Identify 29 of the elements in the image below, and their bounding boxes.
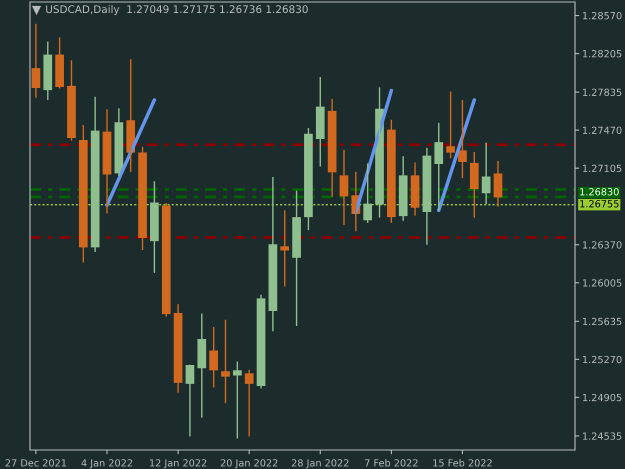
y-tick-label: 1.25270 xyxy=(583,356,622,364)
x-tick-label: 15 Feb 2022 xyxy=(433,459,492,467)
y-tick-label: 1.24905 xyxy=(583,394,622,402)
chart-title: USDCAD,Daily 1.27049 1.27175 1.26736 1.26830 xyxy=(46,5,308,16)
ref-line-label: 1.26830 xyxy=(580,188,619,196)
candlestick xyxy=(494,160,502,208)
y-tick-label: 1.26370 xyxy=(583,241,622,249)
y-tick-label: 1.24535 xyxy=(583,432,622,440)
x-tick-label: 28 Jan 2022 xyxy=(292,459,348,468)
candlestick xyxy=(138,146,147,251)
candlestick xyxy=(410,162,420,216)
candlestick xyxy=(102,108,112,214)
x-tick-label: 7 Feb 2022 xyxy=(364,459,418,467)
y-tick-label: 1.28205 xyxy=(583,50,622,58)
y-tick-label: 1.28570 xyxy=(583,12,622,20)
x-tick-label: 12 Jan 2022 xyxy=(150,459,206,468)
y-tick-label: 1.27105 xyxy=(583,164,622,172)
candlestick xyxy=(186,364,194,438)
candlestick xyxy=(256,294,266,390)
candlestick xyxy=(340,149,348,226)
x-tick-label: 20 Jan 2022 xyxy=(220,459,278,468)
x-tick-label: 4 Jan 2022 xyxy=(81,459,132,468)
y-tick-label: 1.25635 xyxy=(583,318,622,326)
y-tick-label: 1.27470 xyxy=(583,126,622,134)
candlestick xyxy=(67,60,76,142)
y-tick-label: 1.27835 xyxy=(583,88,622,96)
ref-line-label: 1.26755 xyxy=(580,200,619,208)
y-tick-label: 1.26005 xyxy=(583,279,622,287)
x-tick-label: 27 Dec 2021 xyxy=(6,459,66,467)
